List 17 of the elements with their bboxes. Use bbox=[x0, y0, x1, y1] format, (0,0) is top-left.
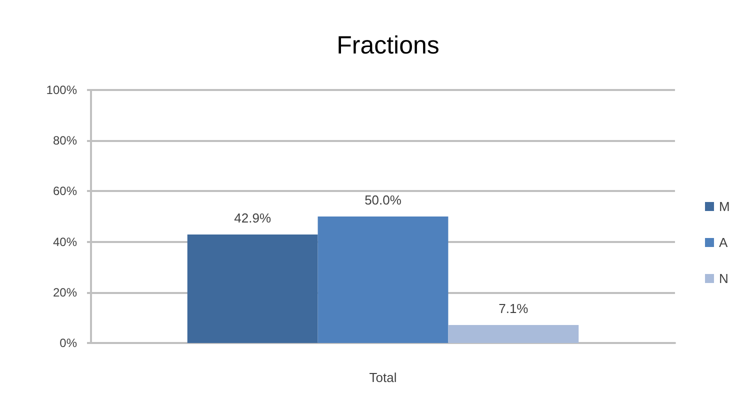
bar bbox=[448, 325, 579, 343]
y-tick-label: 20% bbox=[52, 285, 78, 300]
y-tick-label: 40% bbox=[52, 234, 78, 249]
legend-label: M bbox=[719, 199, 730, 214]
bar bbox=[318, 216, 448, 343]
legend-label: N bbox=[719, 271, 728, 286]
x-tick-label: Total bbox=[369, 370, 397, 385]
data-label: 7.1% bbox=[498, 301, 529, 316]
data-label: 42.9% bbox=[234, 210, 272, 226]
legend-label: A bbox=[719, 235, 728, 250]
chart-title: Fractions bbox=[336, 32, 440, 60]
bar bbox=[187, 234, 318, 343]
y-tick-label: 100% bbox=[46, 83, 78, 97]
y-tick-label: 80% bbox=[52, 134, 78, 148]
y-tick-label: 0% bbox=[60, 336, 78, 350]
data-label: 50.0% bbox=[364, 192, 402, 208]
y-tick-label: 60% bbox=[52, 184, 78, 198]
